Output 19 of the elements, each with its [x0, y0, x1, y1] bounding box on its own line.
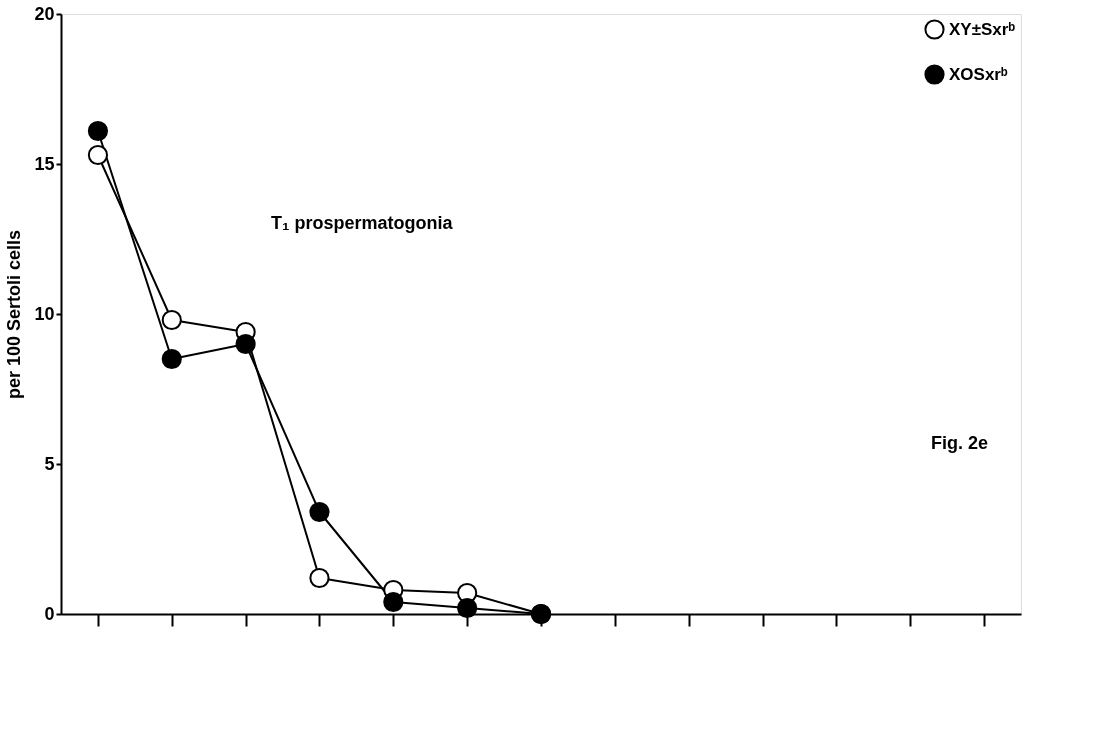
point: [87, 144, 109, 166]
annotation: Fig. 2e: [931, 433, 989, 453]
point: [235, 333, 256, 355]
point: [309, 567, 330, 589]
point: [87, 120, 109, 142]
annotation: T₁ prospermatogonia: [271, 213, 454, 233]
legend-label: XY±Sxrᵇ: [949, 19, 1016, 39]
y-axis-title: per 100 Sertoli cells: [4, 229, 25, 400]
point: [161, 348, 182, 370]
legend-label: XOSxrᵇ: [949, 64, 1008, 84]
point: [161, 309, 182, 331]
y-tick-label: 5: [44, 453, 55, 474]
y-tick-label: 10: [34, 303, 55, 324]
y-tick-label: 0: [44, 603, 55, 624]
y-tick-label: 20: [34, 3, 55, 24]
point: [309, 501, 330, 523]
point: [457, 597, 478, 619]
point: [383, 591, 404, 613]
y-tick-label: 15: [34, 153, 55, 174]
